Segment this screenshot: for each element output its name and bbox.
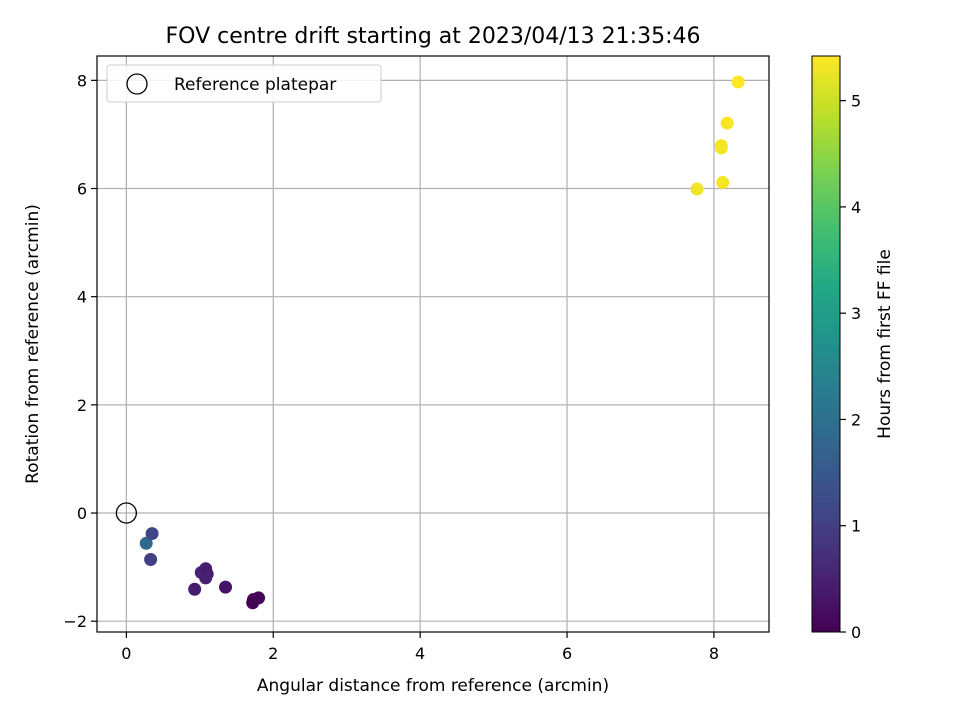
y-tick-label: 2 — [77, 396, 87, 415]
y-axis-label: Rotation from reference (arcmin) — [23, 204, 43, 484]
y-axis-ticks: −2 0 2 4 6 8 — [63, 71, 97, 631]
data-point — [716, 176, 730, 190]
data-point — [145, 527, 159, 541]
colorbar-tick-label: 3 — [851, 304, 861, 323]
colorbar-gradient — [811, 55, 841, 633]
colorbar-label: Hours from first FF file — [875, 249, 895, 439]
legend-reference-label: Reference platepar — [174, 75, 336, 95]
x-tick-label: 8 — [709, 644, 719, 663]
legend-reference-marker — [126, 73, 148, 95]
data-point — [690, 182, 704, 196]
colorbar-ticks: 0 1 2 3 4 5 — [840, 92, 861, 642]
data-point — [246, 596, 260, 610]
data-point — [139, 536, 153, 550]
reference-platepar-marker — [115, 502, 138, 524]
colorbar-tick-label: 0 — [851, 623, 861, 642]
y-tick-label: −2 — [63, 612, 87, 631]
data-point — [731, 75, 745, 89]
y-tick-label: 0 — [77, 504, 87, 523]
colorbar-tick-label: 2 — [851, 410, 861, 429]
data-point — [714, 139, 728, 153]
data-point — [144, 553, 158, 567]
data-point — [188, 582, 202, 596]
x-tick-label: 4 — [415, 644, 425, 663]
plot-frame — [96, 55, 770, 633]
colorbar-tick-label: 1 — [851, 517, 861, 536]
data-point — [199, 571, 213, 585]
x-axis-label: Angular distance from reference (arcmin) — [257, 676, 609, 696]
colorbar-tick-label: 4 — [851, 198, 861, 217]
data-point — [720, 116, 734, 130]
legend: Reference platepar — [106, 64, 382, 103]
chart-title: FOV centre drift starting at 2023/04/13 … — [166, 24, 701, 49]
colorbar-tick-label: 5 — [851, 92, 861, 111]
y-tick-label: 4 — [77, 288, 87, 307]
legend-box — [106, 64, 382, 103]
x-axis-ticks: 0 2 4 6 8 — [121, 632, 719, 663]
grid — [97, 56, 769, 632]
data-points — [115, 75, 745, 610]
y-tick-label: 8 — [77, 71, 87, 90]
y-tick-label: 6 — [77, 180, 87, 199]
x-tick-label: 0 — [121, 644, 131, 663]
x-tick-label: 6 — [562, 644, 572, 663]
x-tick-label: 2 — [268, 644, 278, 663]
colorbar: 0 1 2 3 4 5 Hours from first FF file — [811, 55, 895, 642]
data-point — [219, 580, 233, 594]
